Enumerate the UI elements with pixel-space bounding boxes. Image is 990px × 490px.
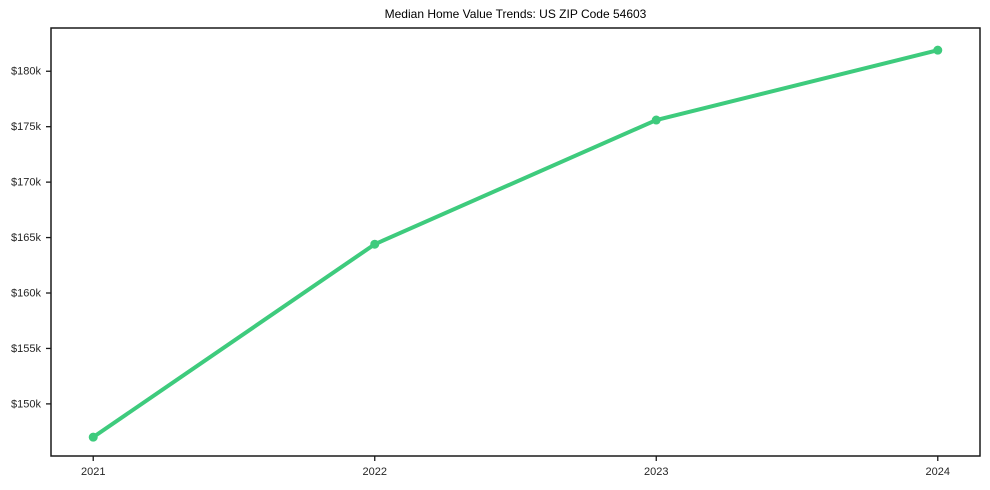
data-point-marker xyxy=(370,239,380,249)
x-tick-label: 2021 xyxy=(81,466,105,478)
y-tick-label: $180k xyxy=(11,66,41,78)
y-tick-label: $160k xyxy=(11,288,41,300)
data-point-marker xyxy=(88,432,98,442)
y-tick-label: $150k xyxy=(11,398,41,410)
y-tick-label: $155k xyxy=(11,343,41,355)
y-tick-label: $170k xyxy=(11,177,41,189)
x-tick-label: 2023 xyxy=(644,466,668,478)
plot-border xyxy=(50,27,981,457)
chart-title: Median Home Value Trends: US ZIP Code 54… xyxy=(384,7,647,21)
x-tick-label: 2022 xyxy=(363,466,387,478)
data-point-marker xyxy=(651,115,661,125)
y-tick-label: $165k xyxy=(11,232,41,244)
x-tick-label: 2024 xyxy=(926,466,950,478)
y-tick-label: $175k xyxy=(11,121,41,133)
data-point-marker xyxy=(933,45,943,55)
trend-line xyxy=(91,48,940,440)
